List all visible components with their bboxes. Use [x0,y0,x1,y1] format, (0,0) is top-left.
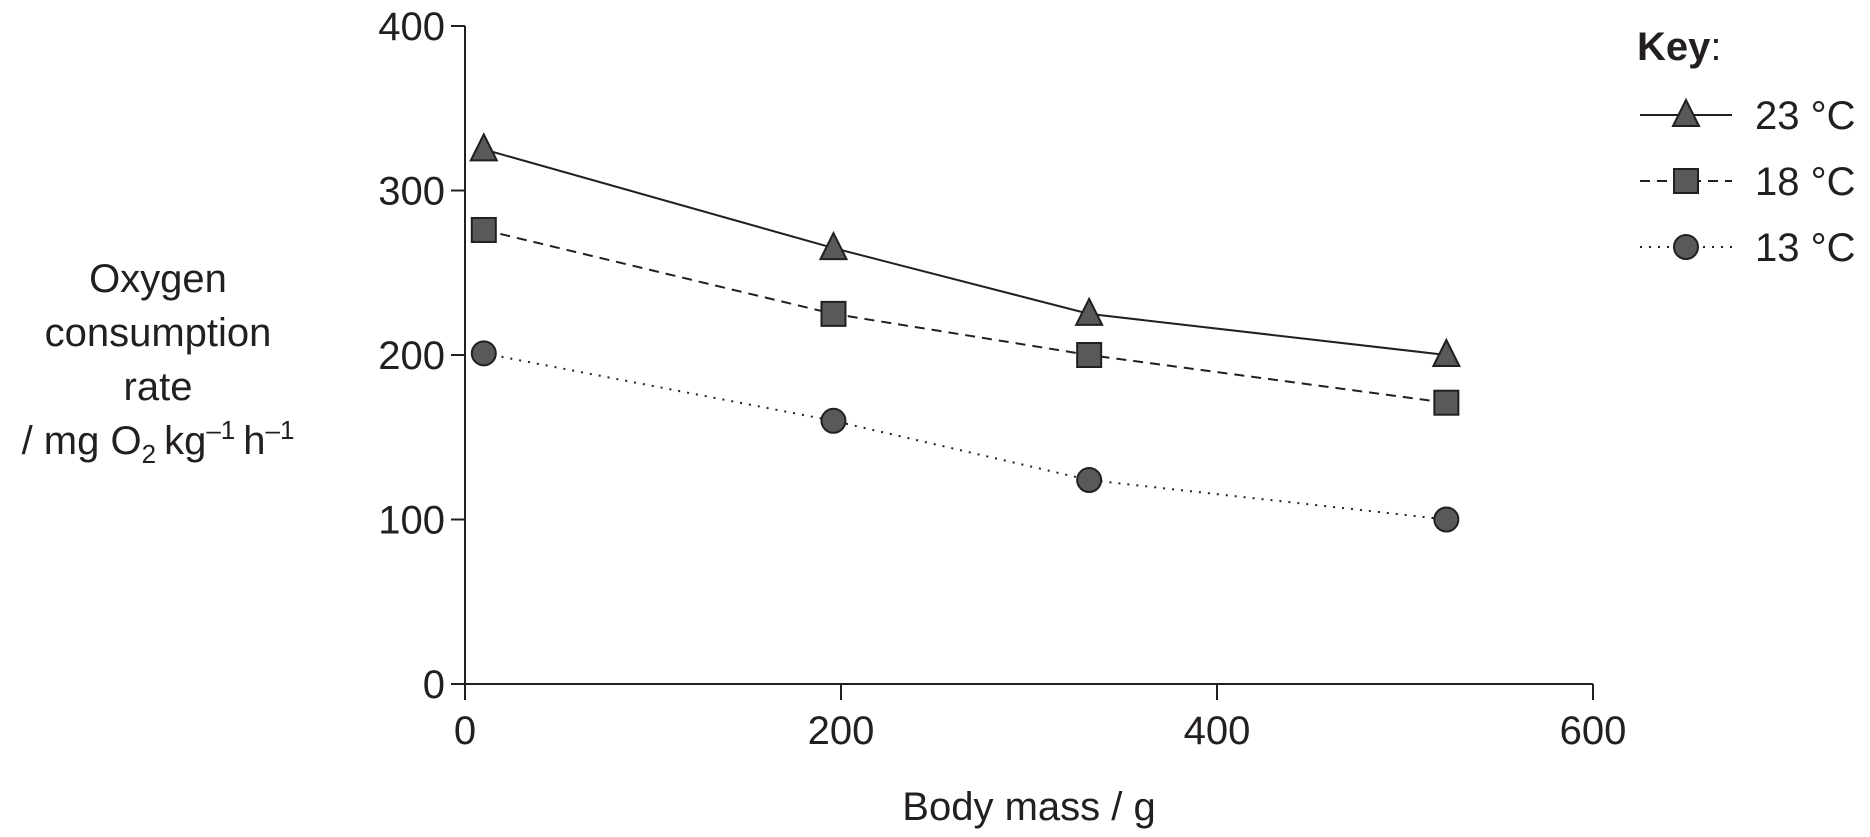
plot-area: 0 100 200 300 400 0 200 400 600 [378,5,1626,753]
y-axis-title-line-3: rate [124,365,193,409]
legend-marker-square [1673,168,1699,194]
legend-label: 18 °C [1755,160,1856,204]
x-tick-label: 0 [454,709,476,753]
legend-label: 13 °C [1755,226,1856,270]
data-point-circle [1076,467,1103,494]
units-kg-superscript: –1 [206,415,235,445]
legend-label: 23 °C [1755,94,1856,138]
y-axis-title-units: / mg O2 kg–1 h–1 [22,415,295,469]
y-tick-label: 200 [378,334,445,378]
series-line [483,352,1447,521]
y-ticks: 0 100 200 300 400 [378,5,465,707]
data-point-triangle [1431,337,1461,367]
y-axis-title: Oxygen consumption rate / mg O2 kg–1 h–1 [22,257,295,469]
x-tick-label: 600 [1560,709,1627,753]
legend: Key: 23 °C 18 °C 13 °C [1637,25,1856,270]
units-prefix: / mg O [22,419,142,463]
series-layer [469,132,1461,533]
legend-item: 23 °C [1640,94,1856,138]
data-point-triangle [469,132,499,162]
series-square [470,216,1460,416]
units-h-superscript: –1 [266,415,295,445]
units-kg: kg [164,419,206,463]
y-tick-label: 300 [378,170,445,214]
legend-item: 13 °C [1640,226,1856,270]
data-point-circle [470,340,497,367]
y-tick-label: 0 [423,663,445,707]
y-tick-label: 100 [378,499,445,543]
data-point-circle [1433,506,1460,533]
legend-title-key: Key [1637,25,1711,69]
data-point-square [820,300,847,327]
x-axis-title: Body mass / g [902,785,1155,829]
series-line [483,148,1447,356]
series-line [483,229,1447,404]
legend-marker-circle [1673,234,1699,260]
y-axis-title-line-2: consumption [45,311,272,355]
data-point-square [1433,389,1460,416]
legend-title: Key: [1637,25,1722,69]
y-tick-label: 400 [378,5,445,49]
legend-title-colon: : [1710,25,1721,69]
data-point-square [1076,342,1103,368]
y-axis-title-line-1: Oxygen [89,257,227,301]
data-point-triangle [818,230,849,261]
units-o2-subscript: 2 [142,439,156,469]
x-tick-label: 200 [808,709,875,753]
data-point-triangle [1074,296,1104,326]
units-h: h [243,419,265,463]
legend-items: 23 °C 18 °C 13 °C [1640,94,1856,270]
x-ticks: 0 200 400 600 [454,684,1627,753]
data-point-square [470,216,497,243]
series-triangle [469,132,1461,367]
series-circle [470,340,1460,533]
legend-item: 18 °C [1640,160,1856,204]
x-tick-label: 400 [1184,709,1251,753]
data-point-circle [820,407,847,434]
legend-marker-triangle [1671,97,1701,127]
